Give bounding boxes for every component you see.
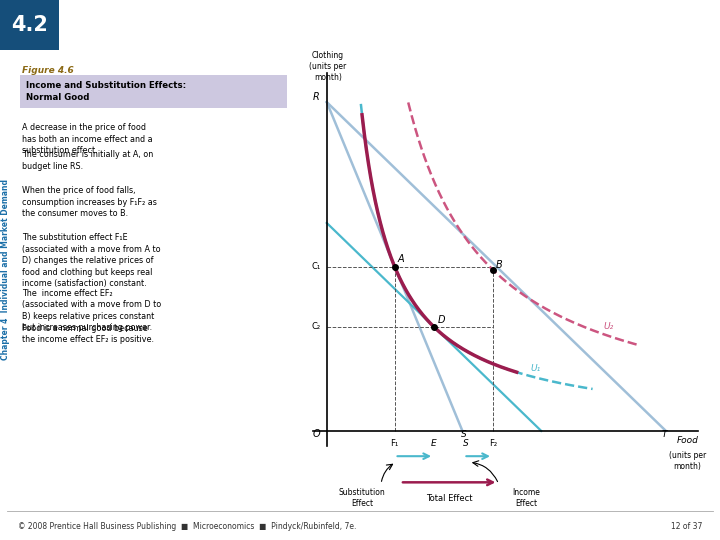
Text: U₁: U₁ [530, 363, 541, 373]
Text: Chapter 4  Individual and Market Demand: Chapter 4 Individual and Market Demand [1, 179, 10, 361]
Text: S: S [461, 430, 467, 440]
Text: Income
Effect: Income Effect [512, 488, 540, 508]
Text: S: S [463, 439, 469, 448]
Text: R: R [313, 92, 320, 102]
Text: O: O [312, 429, 320, 440]
Text: U₂: U₂ [603, 322, 613, 330]
Text: The consumer is initially at A, on
budget line RS.: The consumer is initially at A, on budge… [22, 150, 153, 171]
Text: C₂: C₂ [312, 322, 321, 332]
Text: © 2008 Prentice Hall Business Publishing  ■  Microeconomics  ■  Pindyck/Rubinfel: © 2008 Prentice Hall Business Publishing… [18, 522, 356, 531]
Text: E: E [431, 439, 437, 448]
Text: T: T [662, 430, 667, 440]
Text: INCOME AND SUBSTITUTION EFFECTS: INCOME AND SUBSTITUTION EFFECTS [68, 16, 420, 34]
Text: B: B [496, 260, 503, 270]
Text: Clothing
(units per
month): Clothing (units per month) [310, 51, 347, 82]
Text: F₂: F₂ [489, 439, 497, 448]
Text: A decrease in the price of food
has both an income effect and a
substitution eff: A decrease in the price of food has both… [22, 123, 152, 155]
Text: Food is a normal good because
the income effect EF₂ is positive.: Food is a normal good because the income… [22, 324, 153, 345]
Text: Income and Substitution Effects:
Normal Good: Income and Substitution Effects: Normal … [26, 81, 186, 102]
Text: 12 of 37: 12 of 37 [670, 522, 702, 531]
Text: C₁: C₁ [312, 262, 321, 271]
FancyBboxPatch shape [0, 0, 59, 50]
Text: The substitution effect F₁E
(associated with a move from A to
D) changes the rel: The substitution effect F₁E (associated … [22, 233, 161, 288]
Text: Substitution
Effect: Substitution Effect [338, 488, 385, 508]
Text: Food: Food [677, 436, 698, 446]
Text: A: A [398, 254, 405, 264]
Text: Figure 4.6: Figure 4.6 [22, 66, 73, 75]
Text: When the price of food falls,
consumption increases by F₁F₂ as
the consumer move: When the price of food falls, consumptio… [22, 186, 156, 218]
Text: The  income effect EF₂
(associated with a move from D to
B) keeps relative price: The income effect EF₂ (associated with a… [22, 289, 161, 332]
Text: Total Effect: Total Effect [426, 494, 472, 503]
Text: F₁: F₁ [390, 439, 399, 448]
Text: (units per
month): (units per month) [669, 451, 706, 471]
Text: D: D [437, 314, 445, 325]
Text: 4.2: 4.2 [11, 15, 48, 35]
